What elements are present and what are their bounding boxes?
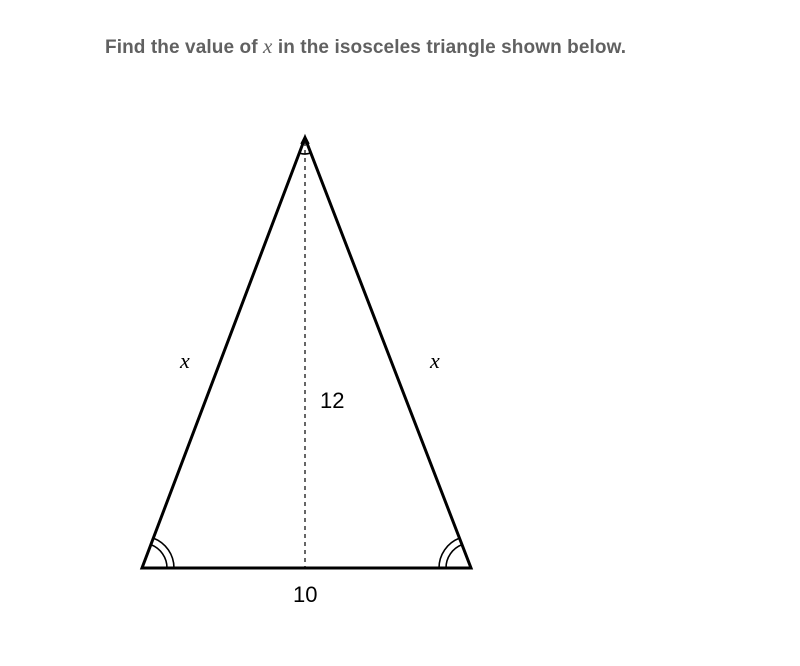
triangle-outline [142, 138, 471, 568]
prompt-after: in the isosceles triangle shown below. [272, 37, 626, 58]
right-side-label: x [430, 348, 440, 374]
triangle-svg [0, 130, 800, 650]
base-angle-left-arc-1 [151, 545, 167, 568]
base-label: 10 [293, 582, 317, 608]
prompt-before: Find the value of [105, 37, 263, 58]
problem-prompt: Find the value of x in the isosceles tri… [105, 34, 626, 59]
altitude-label: 12 [320, 388, 344, 414]
base-angle-right-arc-2 [439, 538, 459, 568]
base-angle-left-arc-2 [153, 538, 174, 568]
triangle-diagram: x x 12 10 [0, 130, 800, 650]
base-angle-right-arc-1 [446, 545, 462, 568]
left-side-label: x [180, 348, 190, 374]
